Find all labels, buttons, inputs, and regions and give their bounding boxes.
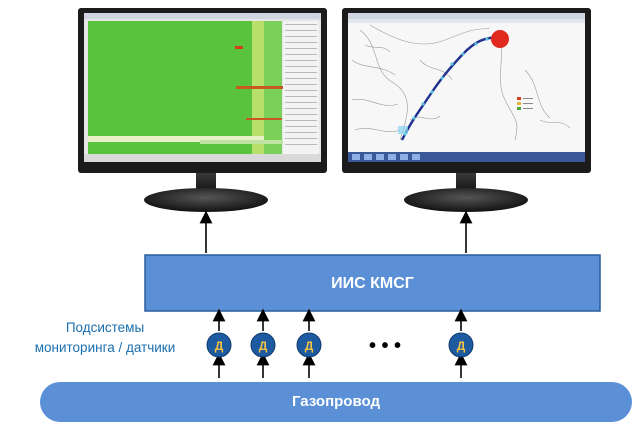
subsystems-label-line2: мониторинга / датчики	[34, 340, 176, 355]
sensor-3: Д	[296, 332, 322, 358]
subsystems-label-line1: Подсистемы	[65, 320, 145, 335]
monitor-right-base	[404, 188, 528, 212]
monitor-right-stand	[456, 173, 476, 193]
main-system-label: ИИС КМСГ	[331, 275, 414, 292]
main-system-box	[144, 254, 601, 312]
monitor-left-stand	[196, 173, 216, 193]
sensor-arrows	[212, 308, 468, 378]
ellipsis: • • •	[369, 335, 401, 357]
sensor-3-label: Д	[305, 339, 314, 353]
subsystems-label: Подсистемы мониторинга / датчики	[0, 318, 210, 358]
monitor-right-screen	[348, 13, 585, 162]
monitor-left	[78, 8, 327, 212]
sensor-2-label: Д	[259, 339, 268, 353]
sensor-1: Д	[206, 332, 232, 358]
pipeline-label: Газопровод	[292, 393, 380, 410]
monitor-left-screen	[84, 13, 321, 162]
monitor-left-base	[144, 188, 268, 212]
sensor-4-label: Д	[457, 339, 466, 353]
sensor-2: Д	[250, 332, 276, 358]
monitor-right	[342, 8, 591, 212]
pipeline-shape	[40, 382, 632, 422]
sensor-1-label: Д	[215, 339, 224, 353]
sensor-4: Д	[448, 332, 474, 358]
